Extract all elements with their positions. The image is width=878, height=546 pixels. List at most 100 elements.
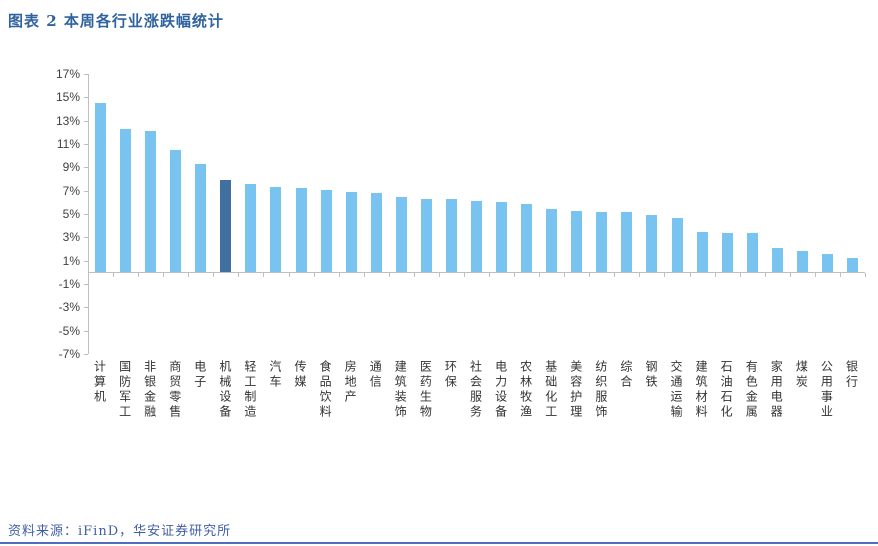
category-label: 社会服务	[468, 360, 483, 421]
bar	[420, 198, 432, 273]
bar	[320, 189, 332, 273]
category-label: 房地产	[343, 360, 358, 406]
bar	[245, 183, 257, 273]
x-axis-tick	[313, 273, 315, 278]
y-axis-tick	[84, 214, 88, 216]
y-tick-label: 3%	[62, 230, 80, 245]
y-axis-tick	[84, 237, 88, 239]
x-axis-tick	[113, 273, 115, 278]
category-label: 电子	[192, 360, 207, 391]
category-label: 环保	[443, 360, 458, 391]
category-label: 轻工制造	[242, 360, 257, 421]
x-axis-tick	[789, 273, 791, 278]
x-axis-tick	[188, 273, 190, 278]
category-label: 非银金融	[142, 360, 157, 421]
y-tick-label: -3%	[58, 300, 80, 315]
x-axis-tick	[263, 273, 265, 278]
y-tick-label: -1%	[58, 277, 80, 292]
category-label: 国防军工	[117, 360, 132, 421]
x-axis-tick	[288, 273, 290, 278]
x-axis-tick	[614, 273, 616, 278]
bar	[120, 128, 132, 273]
x-axis-tick	[463, 273, 465, 278]
bottom-divider	[0, 542, 878, 544]
bar	[345, 191, 357, 273]
x-axis-tick	[589, 273, 591, 278]
x-axis-line	[88, 272, 865, 274]
bar	[546, 209, 558, 273]
y-axis-tick	[84, 144, 88, 146]
category-label: 商贸零售	[167, 360, 182, 421]
bar	[646, 215, 658, 273]
x-axis-tick	[814, 273, 816, 278]
bar	[95, 103, 107, 273]
x-axis-tick	[88, 273, 89, 278]
x-axis-tick	[564, 273, 566, 278]
bar	[370, 193, 382, 273]
y-tick-label: 13%	[55, 113, 80, 128]
y-axis-tick	[84, 284, 88, 286]
category-label: 综合	[618, 360, 633, 391]
bar	[846, 258, 858, 273]
x-axis-tick	[639, 273, 641, 278]
x-axis-tick	[865, 273, 866, 278]
x-axis-tick	[213, 273, 215, 278]
y-tick-label: 7%	[62, 183, 80, 198]
y-axis-tick	[84, 354, 88, 356]
x-axis-tick	[514, 273, 516, 278]
bar	[445, 198, 457, 273]
category-label: 汽车	[267, 360, 282, 391]
category-label: 计算机	[92, 360, 107, 406]
y-axis-tick	[84, 74, 88, 75]
y-tick-label: 11%	[56, 137, 80, 152]
bar	[571, 210, 583, 273]
category-label: 建筑材料	[694, 360, 709, 421]
category-label: 机械设备	[217, 360, 232, 421]
category-label: 交通运输	[669, 360, 684, 421]
bar	[496, 202, 508, 273]
bar	[821, 253, 833, 273]
category-label: 传媒	[293, 360, 308, 391]
x-axis-tick	[438, 273, 440, 278]
category-label: 农林牧渔	[518, 360, 533, 421]
bar	[471, 201, 482, 273]
x-axis-tick	[739, 273, 741, 278]
x-axis-tick	[338, 273, 340, 278]
y-axis-tick	[84, 97, 88, 99]
x-axis-tick	[664, 273, 666, 278]
x-axis-tick	[413, 273, 415, 278]
bar	[521, 203, 533, 273]
y-axis-tick	[84, 307, 88, 309]
bar	[170, 149, 182, 273]
y-tick-label: 5%	[62, 207, 80, 222]
bar	[771, 247, 783, 273]
y-axis-tick	[84, 120, 88, 122]
bar	[746, 232, 758, 273]
x-axis-tick	[539, 273, 541, 278]
x-axis-tick	[138, 273, 140, 278]
x-axis-tick	[238, 273, 240, 278]
bar	[145, 131, 157, 273]
x-axis-tick	[489, 273, 491, 278]
bar	[395, 196, 407, 273]
y-axis-tick	[84, 330, 88, 332]
source-note: 资料来源：iFinD，华安证券研究所	[8, 524, 232, 539]
bar	[621, 211, 633, 273]
category-label: 医药生物	[418, 360, 433, 421]
x-axis-tick	[163, 273, 165, 278]
x-axis-tick	[388, 273, 390, 278]
category-label: 石油石化	[719, 360, 734, 421]
category-label: 公用事业	[819, 360, 834, 421]
category-label: 银行	[844, 360, 859, 391]
bar	[195, 163, 207, 273]
y-tick-label: 1%	[62, 253, 80, 268]
y-tick-label: 15%	[55, 90, 80, 105]
x-axis-tick	[689, 273, 691, 278]
bar	[696, 231, 708, 273]
x-axis-tick	[764, 273, 766, 278]
bar-highlighted	[220, 180, 232, 273]
y-tick-label: -7%	[58, 347, 80, 362]
bar	[596, 211, 608, 273]
category-label: 食品饮料	[318, 360, 333, 421]
